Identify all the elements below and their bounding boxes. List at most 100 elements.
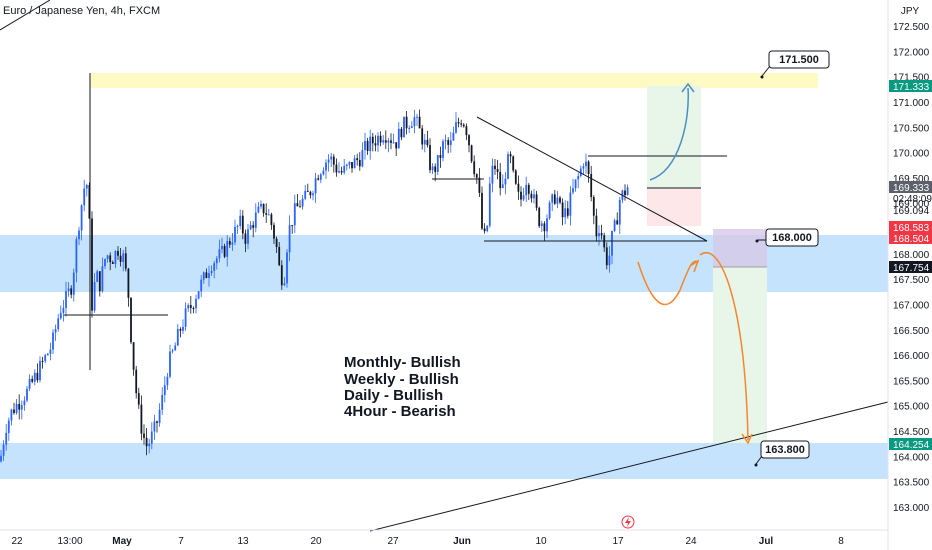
time-tick-label: 10 <box>535 536 547 547</box>
price-tag-label: 164.254 <box>893 440 930 451</box>
candle-body <box>616 220 619 225</box>
candle-body <box>416 116 418 118</box>
price-tag-background <box>889 80 932 92</box>
candle-body <box>478 177 481 193</box>
candle-body <box>543 223 546 232</box>
candle-body <box>462 124 465 127</box>
candle-body <box>80 205 83 231</box>
candle-body <box>293 203 296 226</box>
price-tag-label: 171.333 <box>893 82 930 93</box>
candle-body <box>262 203 265 214</box>
candle-body <box>611 231 613 256</box>
time-axis-ticks: 22 13:00 May 7 13 20 27 Jun 10 17 24 Jul 8 <box>11 536 844 547</box>
candle-body <box>218 249 221 259</box>
candle-body <box>468 135 470 146</box>
candle-body <box>384 140 387 143</box>
candle-body <box>39 360 41 381</box>
candle-body <box>156 421 158 423</box>
candle-body <box>421 128 424 145</box>
candle-body <box>296 203 299 207</box>
candle-body <box>348 162 351 165</box>
candle-body <box>101 266 104 292</box>
candle-body <box>98 271 101 292</box>
callout-171500[interactable]: 171.500 <box>760 50 830 79</box>
lightning-icon[interactable] <box>621 515 635 529</box>
candle-body <box>205 272 208 278</box>
candle-body <box>179 329 182 331</box>
candle-body <box>444 140 447 142</box>
candle-body <box>182 326 184 331</box>
callout-163800[interactable]: 163.800 <box>754 440 810 467</box>
price-tick-label: 167.500 <box>893 275 930 286</box>
price-tick-label: 171.000 <box>893 98 930 109</box>
bias-line-monthly: Monthly- Bullish <box>344 354 461 371</box>
candle-body <box>122 253 125 262</box>
candle-body <box>371 136 374 144</box>
candle-body <box>304 190 307 199</box>
candle-body <box>374 143 377 146</box>
candle-body <box>382 140 385 143</box>
candle-body <box>26 388 28 401</box>
candle-body <box>83 188 86 206</box>
candle-body <box>127 268 130 298</box>
time-tick-label: 13:00 <box>57 536 82 547</box>
candle-body <box>475 174 478 178</box>
candle-body <box>572 188 574 193</box>
candle-body <box>273 224 275 239</box>
candle-body <box>215 258 218 264</box>
candle-body <box>561 202 564 218</box>
candle-body <box>286 252 288 284</box>
candle-body <box>36 372 39 381</box>
candle-body <box>351 162 353 169</box>
price-tick-label: 164.500 <box>893 427 930 438</box>
candle-body <box>538 207 541 227</box>
candle-body <box>618 199 621 225</box>
candle-body <box>410 126 413 128</box>
candle-body <box>436 155 439 172</box>
candle-body <box>257 206 260 213</box>
candle-body <box>228 241 231 245</box>
candle-body <box>195 298 197 309</box>
candle-body <box>605 247 608 266</box>
candle-body <box>551 194 554 203</box>
candle-body <box>52 332 54 350</box>
candle-body <box>135 369 138 394</box>
candle-body <box>153 421 156 432</box>
candle-body <box>312 193 314 196</box>
bullish-projection-curve <box>649 87 689 181</box>
time-tick-label: Jul <box>759 536 774 547</box>
ascending-support-line <box>369 401 889 532</box>
candle-body <box>356 158 359 161</box>
candle-body <box>236 226 239 228</box>
candle-body <box>65 291 67 308</box>
candle-body <box>49 349 52 354</box>
price-tag-label: 169.094 <box>893 206 930 217</box>
candle-body <box>221 245 223 250</box>
candle-body <box>429 145 431 171</box>
price-tag-label: 169.333 <box>893 183 930 194</box>
candle-body <box>449 140 452 145</box>
candle-body <box>587 161 590 174</box>
candle-body <box>517 183 520 192</box>
time-tick-label: 27 <box>387 536 399 547</box>
chart-title: Euro / Japanese Yen, 4h, FXCM <box>3 5 160 17</box>
currency-label: JPY <box>901 6 920 17</box>
candle-body <box>361 150 364 167</box>
candle-body <box>57 318 60 330</box>
candle-body <box>166 376 169 386</box>
bullish-projection-arrowhead <box>681 82 695 93</box>
candle-body <box>137 393 140 405</box>
candle-body <box>109 255 112 263</box>
candle-body <box>117 250 119 256</box>
bias-annotation: Monthly- Bullish Weekly - Bullish Daily … <box>344 354 461 420</box>
candle-body <box>171 350 174 352</box>
candle-body <box>353 158 356 169</box>
candle-body <box>598 233 600 237</box>
callout-168000[interactable]: 168.000 <box>755 228 819 247</box>
candle-body <box>197 291 200 299</box>
candle-body <box>265 213 268 215</box>
candle-body <box>187 305 190 309</box>
candle-body <box>244 233 247 244</box>
candle-body <box>332 156 335 165</box>
